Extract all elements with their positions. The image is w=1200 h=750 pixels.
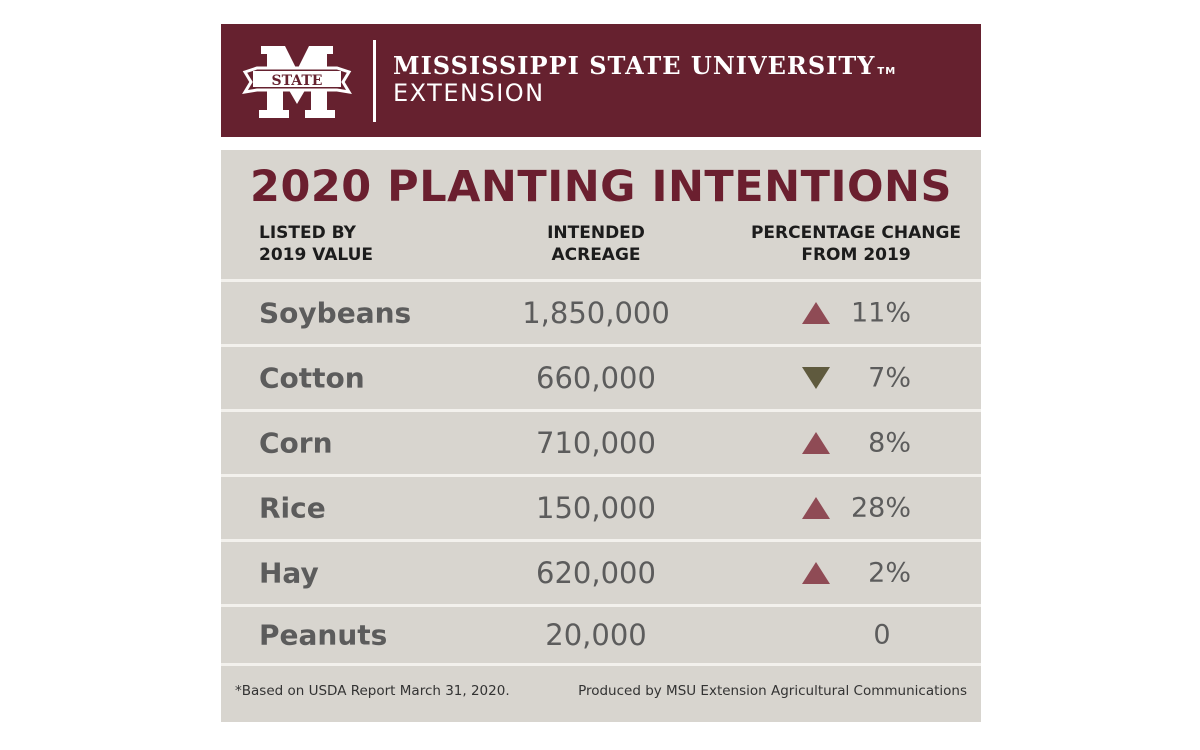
crop-name: Peanuts	[259, 618, 388, 652]
university-label: MISSISSIPPI STATE UNIVERSITY	[393, 51, 876, 80]
row-separator	[221, 539, 981, 542]
percentage-change: 11%	[850, 297, 911, 329]
up-arrow-icon	[802, 302, 830, 324]
column-header-change-line2: FROM 2019	[801, 245, 911, 265]
row-separator	[221, 663, 981, 666]
table-row: Cotton 660,000 7%	[221, 347, 981, 409]
up-arrow-icon	[802, 432, 830, 454]
table-row: Soybeans 1,850,000 11%	[221, 282, 981, 344]
table-row: Corn 710,000 8%	[221, 412, 981, 474]
up-arrow-icon	[802, 497, 830, 519]
column-header-acreage-line1: INTENDED	[547, 223, 645, 243]
column-header-acreage: INTENDED ACREAGE	[526, 222, 666, 266]
logo-state-text: STATE	[272, 73, 323, 89]
down-arrow-icon	[802, 367, 830, 389]
percentage-change: 0	[873, 619, 891, 651]
row-separator	[221, 474, 981, 477]
column-header-change: PERCENTAGE CHANGE FROM 2019	[741, 222, 971, 266]
row-separator	[221, 409, 981, 412]
header-divider	[373, 40, 376, 122]
crop-name: Hay	[259, 556, 319, 590]
header-banner: STATE MISSISSIPPI STATE UNIVERSITY TM EXT…	[221, 24, 981, 137]
page-title: 2020 PLANTING INTENTIONS	[250, 162, 952, 212]
table-panel: 2020 PLANTING INTENTIONS LISTED BY 2019 …	[221, 150, 981, 722]
percentage-change: 8%	[868, 427, 911, 459]
column-header-change-line1: PERCENTAGE CHANGE	[750, 223, 962, 243]
up-arrow-icon	[802, 562, 830, 584]
crop-name: Corn	[259, 426, 333, 460]
table-row: Hay 620,000 2%	[221, 542, 981, 604]
row-separator	[221, 279, 981, 282]
crop-name: Cotton	[259, 361, 365, 395]
extension-label: EXTENSION	[393, 79, 545, 107]
row-separator	[221, 344, 981, 347]
intended-acreage: 1,850,000	[522, 296, 670, 330]
trademark-mark: TM	[877, 66, 897, 77]
intended-acreage: 620,000	[536, 556, 656, 590]
column-header-crop: LISTED BY 2019 VALUE	[259, 222, 419, 266]
intended-acreage: 710,000	[536, 426, 656, 460]
source-note: *Based on USDA Report March 31, 2020.	[235, 683, 510, 699]
intended-acreage: 150,000	[536, 491, 656, 525]
intended-acreage: 660,000	[536, 361, 656, 395]
infographic-card: STATE MISSISSIPPI STATE UNIVERSITY TM EXT…	[221, 24, 981, 722]
percentage-change: 28%	[850, 492, 911, 524]
percentage-change: 2%	[868, 557, 911, 589]
crop-name: Rice	[259, 491, 326, 525]
table-row: Rice 150,000 28%	[221, 477, 981, 539]
intended-acreage: 20,000	[545, 618, 647, 652]
percentage-change: 7%	[868, 362, 911, 394]
table-row: Peanuts 20,000 0	[221, 607, 981, 663]
column-header-acreage-line2: ACREAGE	[551, 245, 641, 265]
crop-name: Soybeans	[259, 296, 412, 330]
row-separator	[221, 604, 981, 607]
university-name: MISSISSIPPI STATE UNIVERSITY TM	[393, 53, 896, 85]
msu-logo: STATE	[239, 44, 355, 120]
column-header-crop-line2: 2019 VALUE	[259, 245, 374, 265]
column-header-crop-line1: LISTED BY	[259, 223, 356, 243]
credit-note: Produced by MSU Extension Agricultural C…	[578, 683, 967, 699]
